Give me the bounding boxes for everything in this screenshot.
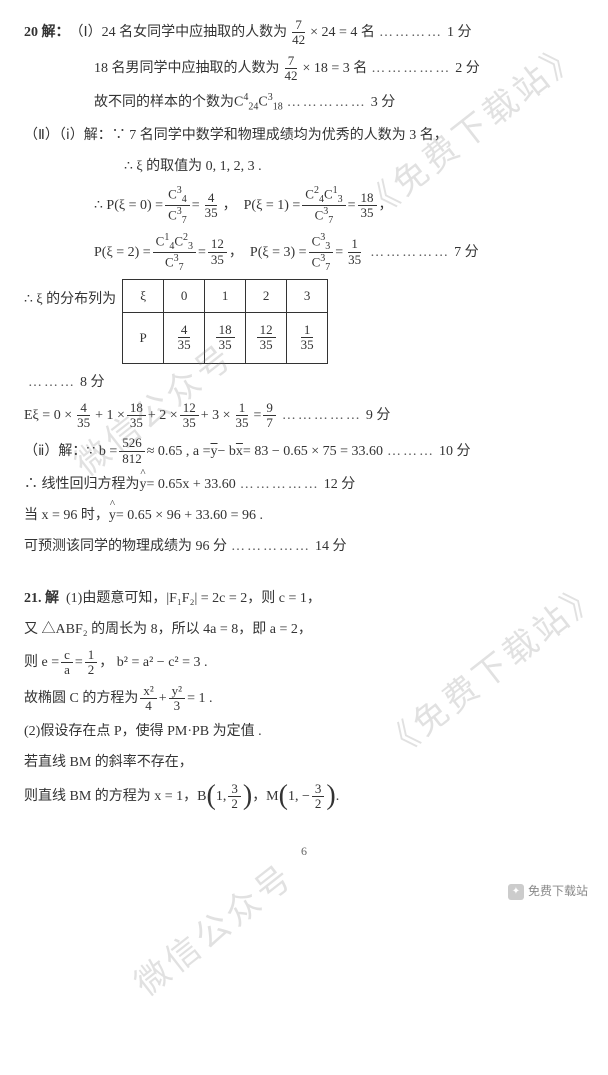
q21-l6: 若直线 BM 的斜率不存在， [24, 750, 584, 775]
q20-l3c1: C424 [234, 89, 258, 116]
q20-l5: ∴ ξ 的取值为 0, 1, 2, 3 . [24, 154, 584, 179]
watermark-4: 微信公众号 [121, 848, 308, 1013]
q21-l2: 又 △ABF₂ 的周长为 8，所以 4a = 8，即 a = 2， [24, 617, 584, 642]
dots: ………… [379, 20, 443, 45]
q20-prob-row1: ∴ P(ξ = 0) = C34 C37 = 435 ， P(ξ = 1) = … [24, 185, 584, 226]
q20-l2-frac: 742 [282, 54, 301, 84]
q20-l1b: × 24 = 4 名 [310, 20, 375, 45]
q20-l1a: 24 名女同学中应抽取的人数为 [102, 20, 288, 45]
page-number: 6 [24, 841, 584, 863]
q20-line3: 故不同的样本的个数为 C424 C318 …………… 3 分 [24, 89, 584, 116]
q20-expectation: Eξ = 0 × 435 + 1 × 1835 + 2 × 1235 + 3 ×… [24, 401, 584, 431]
q20-pred1: 当 x = 96 时， y = 0.65 × 96 + 33.60 = 96 . [24, 503, 584, 528]
q20-l2-score: 2 分 [455, 56, 480, 81]
q21-l4: 故椭圆 C 的方程为 x²4 + y²3 = 1 . [24, 684, 584, 714]
q20-part2-l1: （Ⅱ）（ⅰ）解： ∵ 7 名同学中数学和物理成绩均为优秀的人数为 3 名， [24, 123, 584, 148]
q20-line1: 20 解： （Ⅰ） 24 名女同学中应抽取的人数为 742 × 24 = 4 名… [24, 18, 584, 48]
q20-l3-score: 3 分 [371, 90, 396, 115]
q20-l2a: 18 名男同学中应抽取的人数为 [94, 56, 280, 81]
distribution-table: ξ 0 1 2 3 P 435 1835 1235 135 [122, 279, 328, 364]
q21-l5: (2) 假设存在点 P，使得 PM·PB 为定值 . [24, 719, 584, 744]
q20-l1-frac: 742 [289, 18, 308, 48]
q20-l3a: 故不同的样本的个数为 [94, 90, 234, 115]
q20-p2-label: （Ⅱ）（ⅰ）解： [24, 123, 112, 148]
q20-l4a: ∵ 7 名同学中数学和物理成绩均为优秀的人数为 3 名， [112, 123, 448, 148]
q20-regression: ∴ 线性回归方程为 y = 0.65x + 33.60 …………… 12 分 [24, 472, 584, 497]
q20-prob-row2: P(ξ = 2) = C14C23 C37 = 1235 ， P(ξ = 3) … [24, 232, 584, 273]
q21-l7: 则直线 BM 的方程为 x = 1，B ( 1, 32 ) ，M ( 1, − … [24, 782, 584, 812]
q20-dist-row: ∴ ξ 的分布列为 ξ 0 1 2 3 P 435 1835 1235 135 [24, 279, 584, 364]
q20-label: 20 解： [24, 20, 70, 45]
wechat-icon: ✦ [508, 884, 524, 900]
dots: …………… [371, 56, 451, 81]
q20-dist-score: ……… 8 分 [24, 370, 584, 395]
q20-line2: 18 名男同学中应抽取的人数为 742 × 18 = 3 名 …………… 2 分 [24, 54, 584, 84]
dots: …………… [287, 90, 367, 115]
q20-l2b: × 18 = 3 名 [303, 56, 368, 81]
q20-ii-b: （ⅱ）解： ∵ b = 526812 ≈ 0.65 , a = y − bx =… [24, 436, 584, 466]
q20-l3c2: C318 [258, 89, 282, 116]
q21-l3: 则 e = ca = 12 ， b² = a² − c² = 3 . [24, 648, 584, 678]
q21-l1: 21. 解 (1) 由题意可知，|F₁F₂| = 2c = 2，则 c = 1， [24, 586, 584, 611]
q20-l1-score: 1 分 [447, 20, 472, 45]
brand-footer: ✦ 免费下载站 [508, 881, 588, 903]
q20-pred2: 可预测该同学的物理成绩为 96 分 …………… 14 分 [24, 534, 584, 559]
q20-p1-label: （Ⅰ） [70, 20, 102, 45]
